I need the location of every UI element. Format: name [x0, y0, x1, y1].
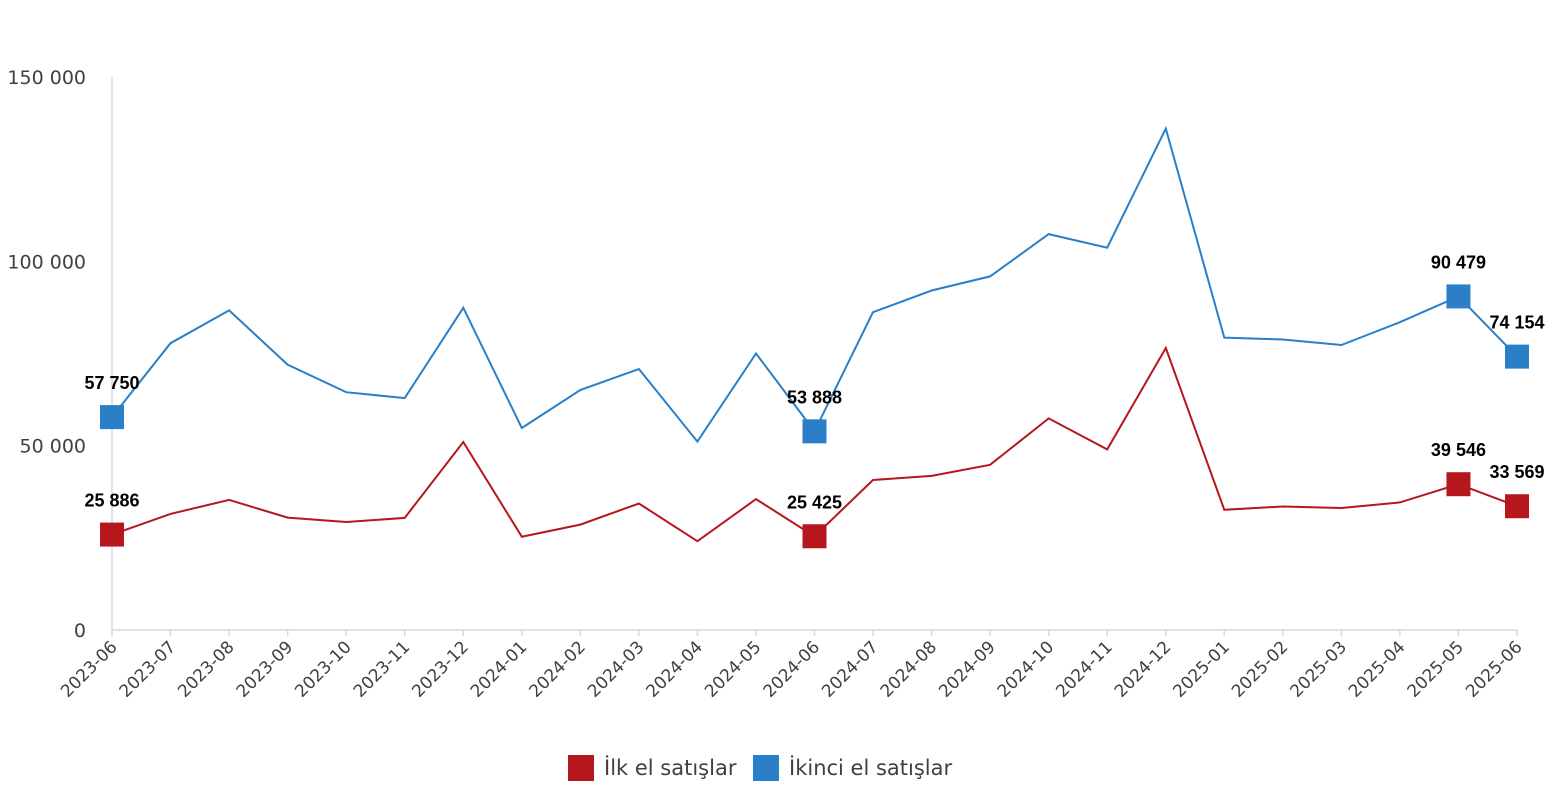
data-marker: [100, 405, 124, 430]
x-tick-label: 2023-08: [174, 637, 238, 701]
data-marker: [1505, 344, 1529, 369]
data-marker: [1446, 284, 1471, 309]
x-tick-label: 2024-08: [877, 637, 941, 701]
x-tick-label: 2024-02: [526, 637, 590, 701]
legend-swatch: [568, 755, 594, 781]
x-tick-label: 2024-10: [994, 637, 1058, 701]
legend: İlk el satışlar İkinci el satışlar: [568, 755, 953, 781]
x-tick-label: 2023-07: [116, 637, 180, 701]
y-tick-label: 50 000: [20, 436, 86, 458]
data-label: 90 479: [1431, 252, 1486, 272]
x-tick-label: 2023-06: [57, 637, 121, 701]
series-lines: [111, 125, 1518, 543]
data-label: 39 546: [1431, 440, 1486, 460]
legend-swatch: [753, 755, 779, 781]
data-marker: [100, 522, 124, 547]
legend-label: İlk el satışlar: [604, 755, 737, 780]
x-tick-label: 2024-07: [818, 637, 882, 701]
x-tick-label: 2025-05: [1404, 637, 1468, 701]
data-label: 25 425: [787, 492, 842, 512]
x-tick-label: 2024-09: [935, 637, 999, 701]
data-marker: [802, 524, 827, 549]
x-tick-label: 2024-01: [467, 637, 531, 701]
data-marker: [802, 419, 827, 444]
data-label: 53 888: [787, 387, 842, 407]
x-tick-label: 2023-09: [233, 637, 297, 701]
x-tick-label: 2023-12: [408, 637, 472, 701]
y-tick-label: 100 000: [7, 251, 86, 273]
x-tick-label: 2025-06: [1462, 637, 1526, 701]
x-tick-label: 2023-11: [350, 637, 414, 701]
x-tick-label: 2025-04: [1345, 637, 1409, 701]
x-tick-label: 2023-10: [291, 637, 355, 701]
data-markers: [100, 284, 1529, 549]
data-label: 74 154: [1489, 313, 1544, 333]
data-label: 57 750: [84, 373, 139, 393]
x-tick-label: 2025-03: [1287, 637, 1351, 701]
data-marker: [1446, 472, 1471, 497]
data-label: 25 886: [84, 491, 139, 511]
x-tick-label: 2024-12: [1111, 637, 1175, 701]
x-tick-label: 2025-01: [1169, 637, 1233, 701]
data-marker: [1505, 494, 1529, 519]
x-tick-label: 2025-02: [1228, 637, 1292, 701]
x-tick-label: 2024-03: [584, 637, 648, 701]
data-label: 33 569: [1489, 462, 1544, 482]
x-tick-label: 2024-04: [643, 637, 707, 701]
x-tick-label: 2024-05: [701, 637, 765, 701]
y-tick-label: 150 000: [7, 67, 86, 89]
legend-label: İkinci el satışlar: [789, 755, 953, 780]
x-tick-label: 2024-11: [1052, 637, 1116, 701]
x-tick-label: 2024-06: [760, 637, 824, 701]
y-tick-label: 0: [74, 620, 86, 642]
